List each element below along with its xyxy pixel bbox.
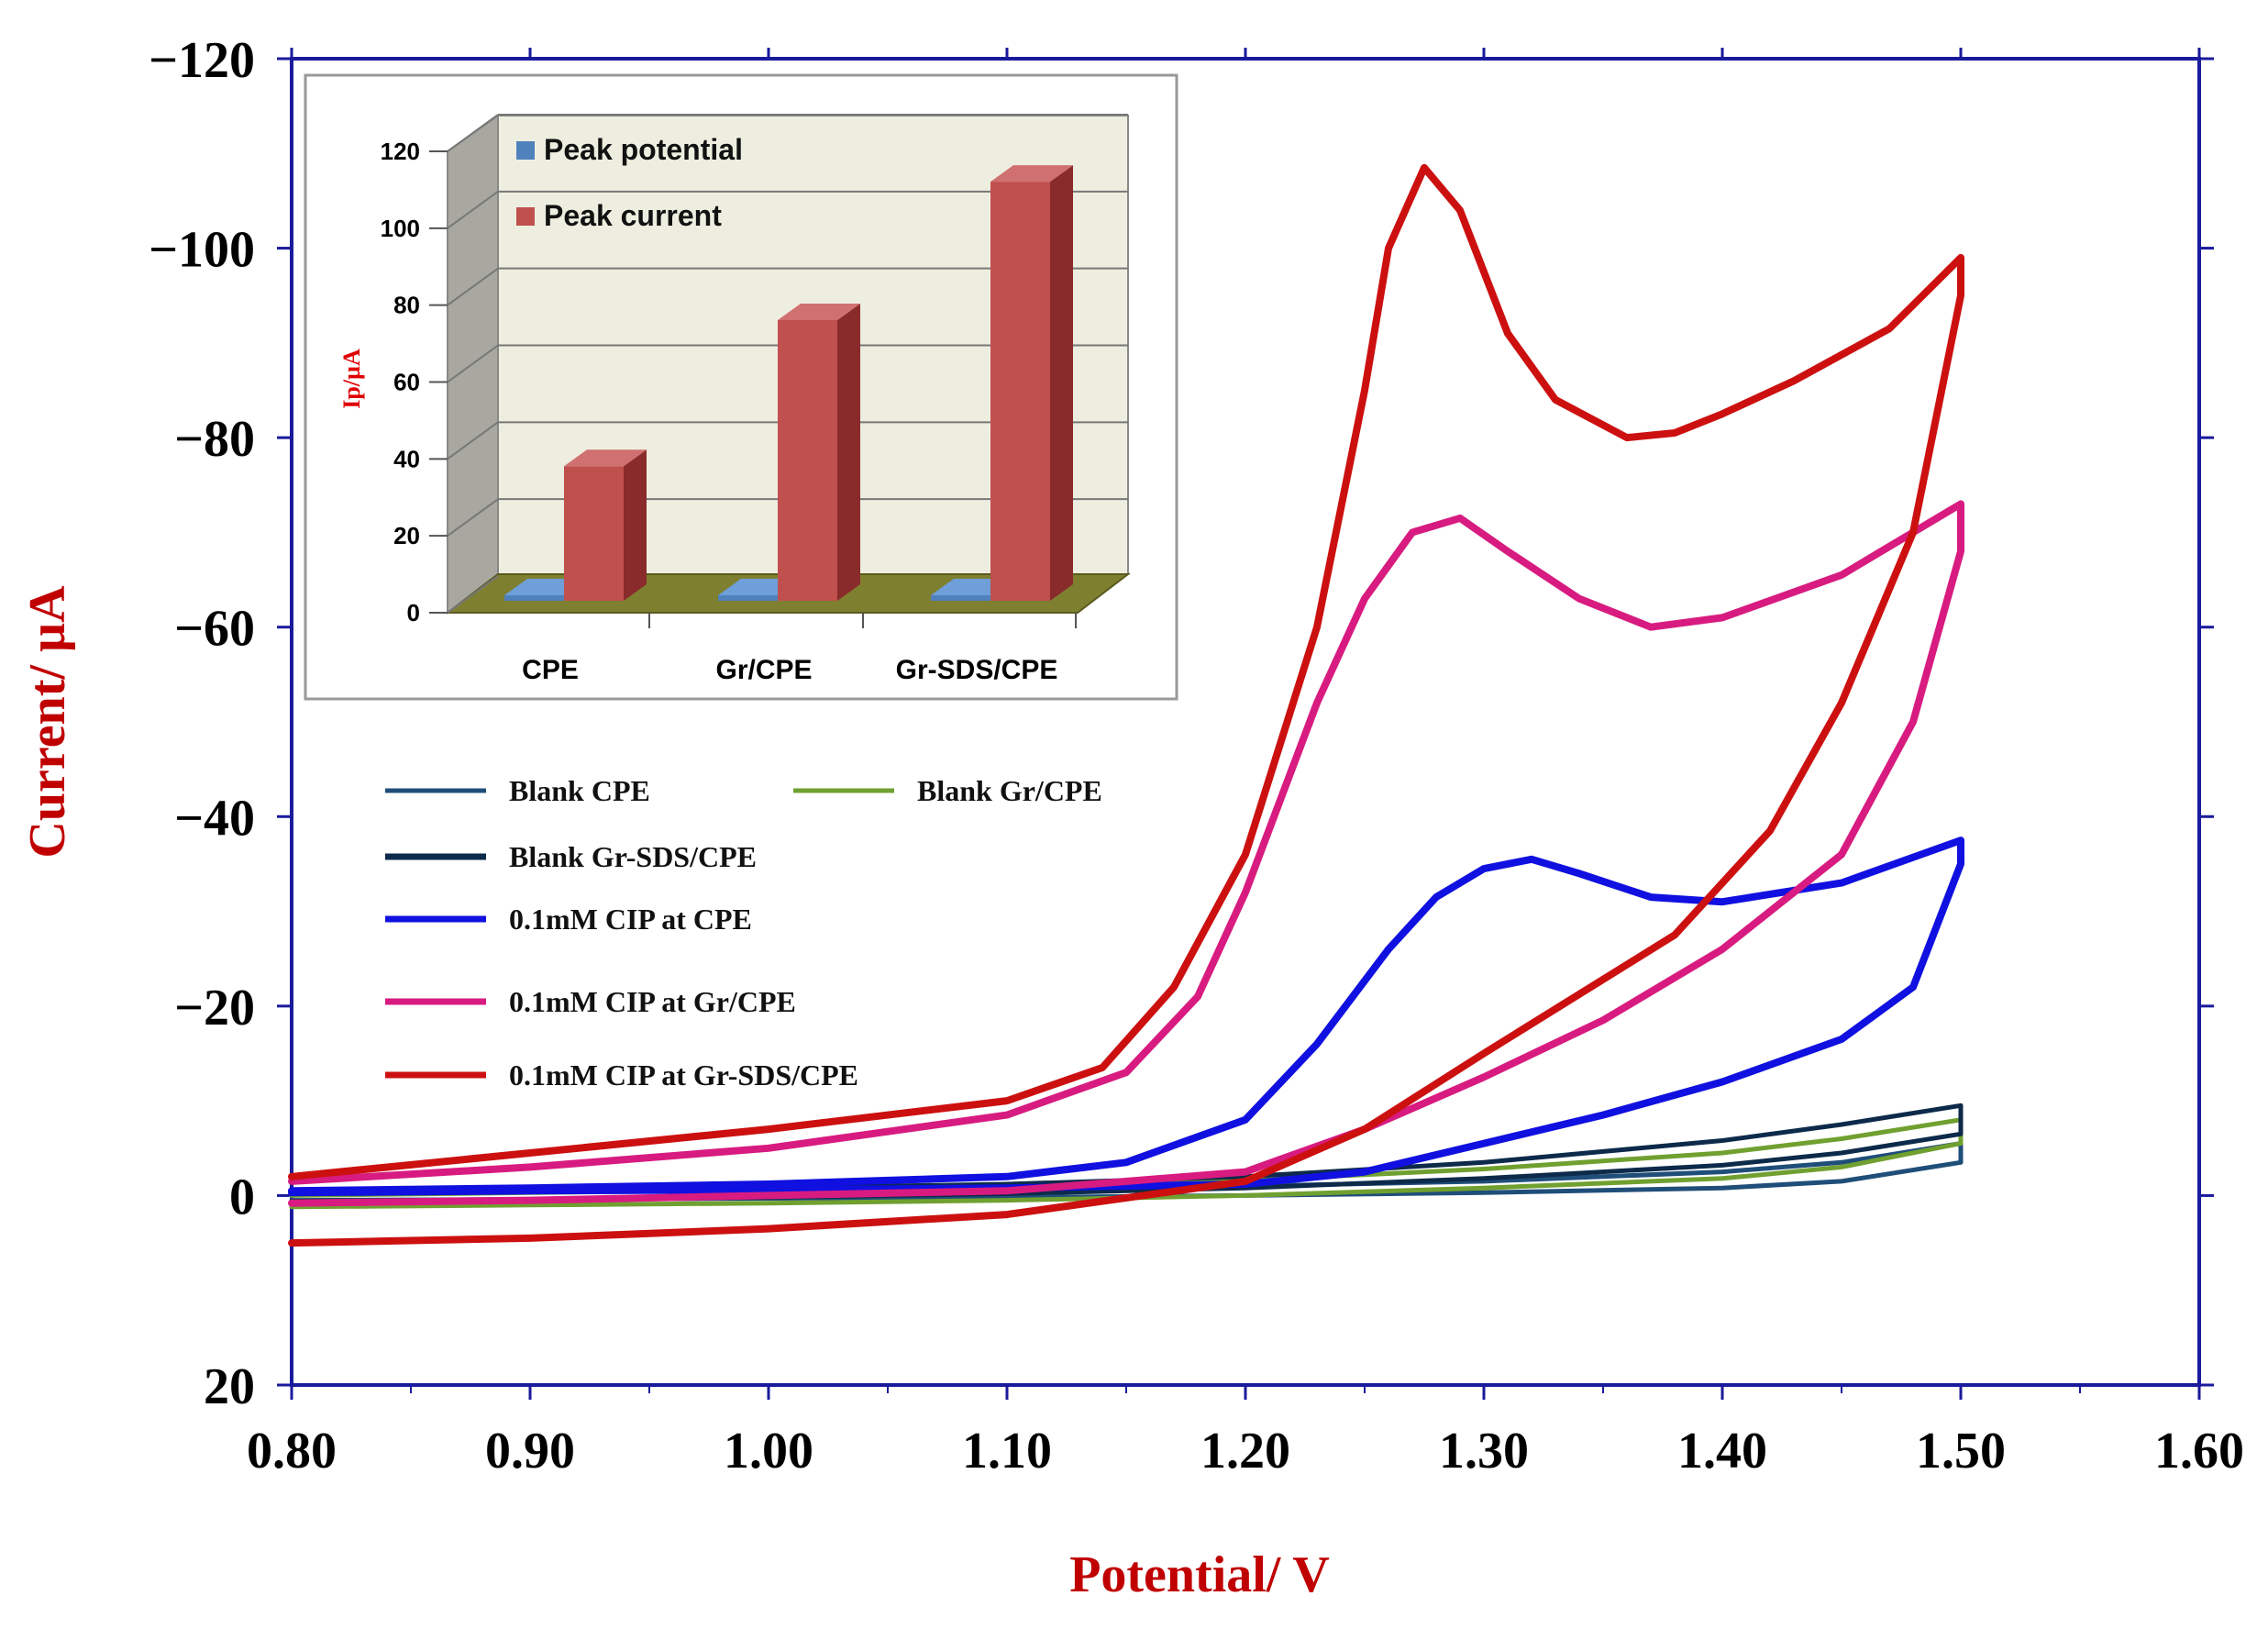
y-tick-label: −40 — [174, 790, 255, 847]
inset-category-label: Gr-SDS/CPE — [896, 655, 1058, 685]
inset-legend-label: Peak potential — [544, 133, 743, 166]
inset-y-tick-label: 120 — [381, 138, 420, 165]
y-tick-label: −120 — [149, 32, 255, 89]
axis-ticks — [277, 48, 2214, 1400]
inset-bar — [564, 466, 624, 601]
inset-bar — [718, 595, 778, 601]
inset-gridline-side — [447, 421, 499, 460]
main-chart: 0.80 0.90 1.00 1.10 1.20 1.30 1.40 1.50 1.60 20 0 −… — [19, 32, 2244, 1603]
inset-bar — [931, 595, 990, 601]
y-tick-label: −100 — [149, 222, 255, 279]
inset-bar — [504, 595, 564, 601]
inset-y-tick-label: 40 — [393, 445, 420, 472]
inset-tick-labels: 0 20 40 60 80 100 120 CPE Gr/CPE Gr-SDS/CPE — [381, 138, 1058, 685]
x-tick-label: 0.80 — [247, 1423, 337, 1479]
inset-y-tick-label: 20 — [393, 522, 420, 549]
inset-bar-top — [564, 449, 647, 467]
inset-gridline-side — [447, 267, 499, 306]
y-tick-label: 0 — [229, 1169, 255, 1225]
y-axis-title: Current/ µA — [19, 585, 76, 859]
inset-bar-top — [990, 165, 1073, 183]
legend-label: Blank Gr/CPE — [917, 774, 1102, 807]
inset-legend-label: Peak current — [544, 199, 722, 232]
legend-label: 0.1mM CIP at CPE — [509, 903, 752, 936]
x-tick-label: 1.60 — [2154, 1423, 2244, 1479]
inset-gridline-side — [447, 191, 499, 229]
x-tick-label: 1.00 — [724, 1423, 813, 1479]
y-tick-label: −80 — [174, 411, 255, 468]
legend-label: 0.1mM CIP at Gr/CPE — [509, 985, 796, 1018]
legend-label: 0.1mM CIP at Gr-SDS/CPE — [509, 1058, 858, 1092]
y-tick-label: 20 — [204, 1358, 255, 1415]
x-tick-label: 1.30 — [1439, 1423, 1529, 1479]
x-tick-label: 1.40 — [1677, 1423, 1767, 1479]
y-tick-label: −20 — [174, 980, 255, 1036]
x-axis-title: Potential/ V — [1069, 1546, 1330, 1603]
series-line-4 — [288, 837, 1964, 1197]
inset-bar-side — [624, 449, 647, 601]
y-tick-label: −60 — [174, 601, 255, 658]
legend: Blank CPE Blank Gr/CPE Blank Gr-SDS/CPE 0.1… — [385, 774, 1102, 1092]
inset-category-label: Gr/CPE — [715, 655, 812, 685]
inset-bar — [990, 182, 1050, 601]
inset-legend: Peak potential Peak current — [516, 133, 743, 232]
tick-labels: 0.80 0.90 1.00 1.10 1.20 1.30 1.40 1.50 1.60 20 0 −… — [149, 32, 2244, 1479]
inset-legend-swatch — [516, 207, 535, 226]
inset-bar — [778, 320, 837, 601]
inset-bars — [504, 165, 1073, 601]
x-tick-label: 1.10 — [962, 1423, 1052, 1479]
inset-chart: 0 20 40 60 80 100 120 CPE Gr/CPE Gr-SDS/CPE Ip/µA… — [304, 73, 1178, 701]
inset-gridline-side — [447, 575, 499, 614]
inset-bar-side — [837, 304, 860, 601]
inset-legend-swatch — [516, 141, 535, 160]
legend-label: Blank Gr-SDS/CPE — [509, 840, 757, 873]
inset-y-axis-title: Ip/µA — [338, 349, 365, 409]
series-layer — [288, 163, 1964, 1247]
inset-y-tick-label: 60 — [393, 369, 420, 396]
x-tick-label: 1.20 — [1200, 1423, 1290, 1479]
inset-gridline-side — [447, 114, 499, 152]
x-tick-label: 1.50 — [1916, 1423, 2006, 1479]
legend-label: Blank CPE — [509, 774, 650, 807]
inset-category-label: CPE — [522, 655, 579, 685]
inset-bar-side — [1050, 165, 1073, 601]
inset-bar-top — [778, 304, 860, 321]
x-tick-label: 0.90 — [485, 1423, 575, 1479]
inset-y-tick-label: 100 — [381, 215, 420, 242]
inset-y-tick-label: 0 — [407, 599, 420, 626]
inset-y-tick-label: 80 — [393, 292, 420, 319]
inset-gridline-side — [447, 498, 499, 537]
inset-gridline-side — [447, 344, 499, 383]
series-line-6 — [288, 163, 1964, 1247]
